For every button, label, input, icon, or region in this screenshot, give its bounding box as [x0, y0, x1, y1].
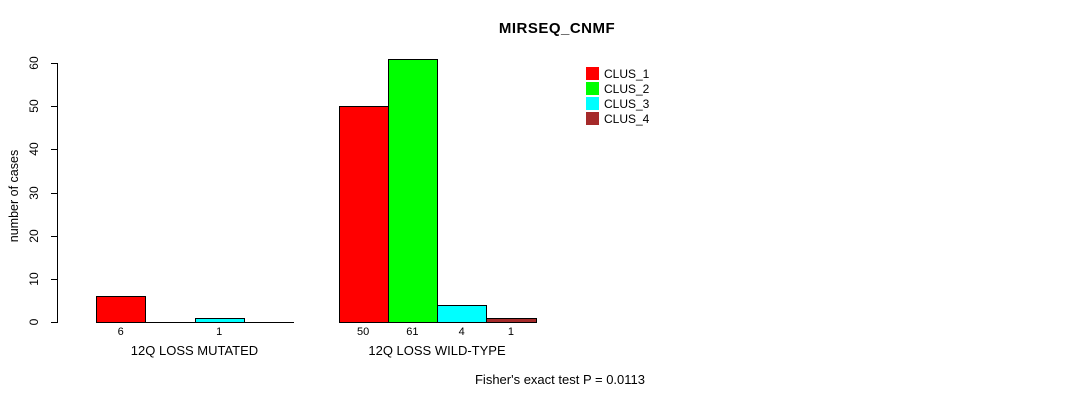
y-tick — [51, 192, 57, 194]
y-tick-label: 10 — [27, 272, 41, 286]
y-tick-label: 40 — [27, 142, 41, 157]
bar-value-clus-1-12q-loss-mutated: 6 — [117, 326, 124, 338]
y-tick-label: 30 — [27, 185, 41, 200]
y-axis-line — [57, 63, 58, 323]
x-category-label-12q-loss-mutated: 12Q LOSS MUTATED — [130, 343, 259, 358]
bar-value-clus-1-12q-loss-wild-type: 50 — [357, 326, 370, 338]
bar-value-clus-3-12q-loss-mutated: 1 — [216, 326, 223, 338]
legend-item-clus-4: CLUS_4 — [586, 111, 649, 126]
y-tick — [51, 278, 57, 280]
bar-clus-3-12q-loss-wild-type — [437, 304, 488, 323]
bar-clus-3-12q-loss-mutated — [194, 317, 245, 323]
legend-label-clus-3: CLUS_3 — [604, 96, 650, 111]
bar-value-clus-4-12q-loss-wild-type: 1 — [507, 326, 514, 338]
legend-swatch-clus-4 — [586, 112, 599, 125]
legend-label-clus-1: CLUS_1 — [604, 66, 650, 81]
y-tick — [51, 235, 57, 237]
bar-value-clus-2-12q-loss-wild-type: 61 — [406, 326, 419, 338]
bar-clus-1-12q-loss-mutated — [96, 296, 147, 323]
y-tick-label: 50 — [27, 99, 41, 113]
x-category-label-12q-loss-wild-type: 12Q LOSS WILD-TYPE — [368, 343, 506, 358]
bar-clus-2-12q-loss-wild-type — [387, 58, 438, 323]
legend-item-clus-3: CLUS_3 — [586, 96, 649, 111]
bar-value-clus-3-12q-loss-wild-type: 4 — [458, 326, 465, 338]
bar-clus-1-12q-loss-wild-type — [338, 106, 389, 323]
bar-clus-4-12q-loss-wild-type — [486, 317, 537, 323]
legend-item-clus-1: CLUS_1 — [586, 66, 649, 81]
legend-swatch-clus-2 — [586, 82, 599, 95]
y-tick-label: 0 — [27, 318, 41, 326]
y-tick — [51, 322, 57, 323]
fisher-test-annotation: Fisher's exact test P = 0.0113 — [474, 372, 645, 387]
legend-item-clus-2: CLUS_2 — [586, 81, 649, 96]
legend-label-clus-2: CLUS_2 — [604, 81, 650, 96]
y-tick — [51, 149, 57, 151]
chart-title: MIRSEQ_CNMF — [498, 20, 616, 37]
legend: CLUS_1 CLUS_2 CLUS_3 CLUS_4 — [586, 66, 649, 126]
y-tick-label: 20 — [27, 228, 41, 243]
legend-swatch-clus-3 — [586, 97, 599, 110]
y-tick — [51, 63, 57, 64]
y-tick — [51, 106, 57, 108]
legend-swatch-clus-1 — [586, 67, 599, 80]
y-axis-label: number of cases — [7, 149, 21, 243]
y-tick-label: 60 — [27, 56, 41, 70]
legend-label-clus-4: CLUS_4 — [604, 111, 650, 126]
